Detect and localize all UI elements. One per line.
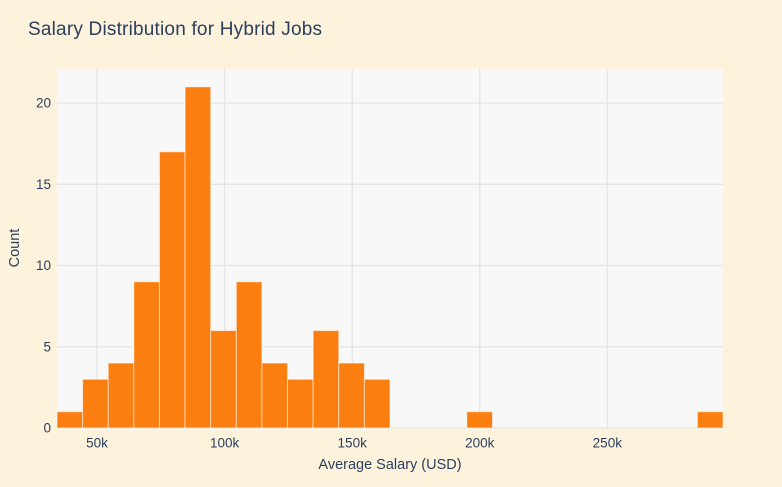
x-tick-label: 100k [210, 436, 240, 451]
histogram-bar[interactable] [287, 378, 314, 429]
histogram-bar[interactable] [312, 330, 340, 429]
histogram-bar[interactable] [363, 378, 391, 429]
histogram-bar[interactable] [338, 362, 365, 429]
y-tick-label: 20 [36, 96, 51, 111]
y-tick-label: 15 [36, 177, 51, 192]
x-tick-label: 50k [86, 436, 108, 451]
histogram-bar[interactable] [82, 378, 109, 429]
y-tick-label: 10 [36, 258, 51, 273]
histogram-bar[interactable] [466, 411, 493, 429]
histogram-bar[interactable] [56, 411, 84, 429]
histogram-bar[interactable] [184, 86, 212, 429]
y-tick-label: 5 [43, 339, 51, 354]
histogram-bar[interactable] [696, 411, 724, 429]
histogram-bar[interactable] [107, 362, 135, 429]
y-tick-label: 0 [43, 421, 51, 436]
chart-title: Salary Distribution for Hybrid Jobs [28, 19, 323, 40]
histogram-bar[interactable] [235, 281, 263, 429]
y-axis-title: Count [7, 228, 23, 268]
x-axis-title: Average Salary (USD) [318, 457, 462, 473]
histogram-bar[interactable] [133, 281, 160, 429]
histogram-bar[interactable] [210, 330, 237, 429]
histogram-bar[interactable] [158, 151, 186, 429]
histogram-bar[interactable] [261, 362, 289, 429]
x-tick-label: 200k [465, 436, 495, 451]
x-tick-label: 150k [338, 436, 368, 451]
x-tick-label: 250k [593, 436, 623, 451]
